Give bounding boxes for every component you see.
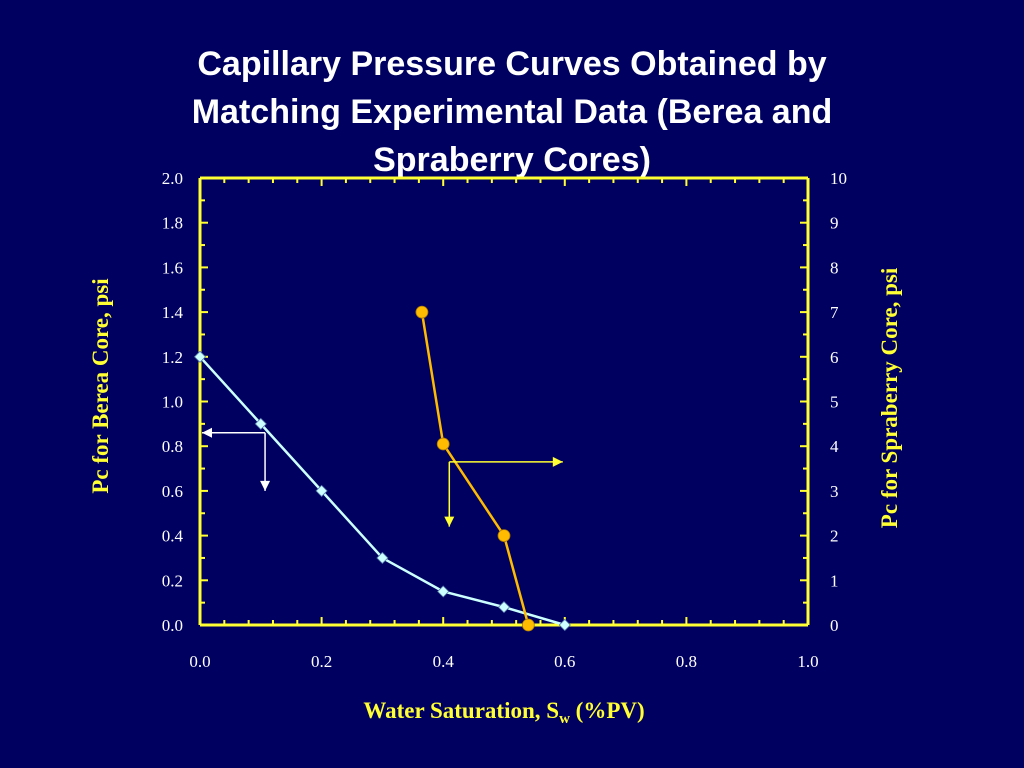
series-1-point xyxy=(558,618,571,632)
series-2-point xyxy=(415,305,429,319)
y-right-tick-label: 3 xyxy=(830,482,839,501)
y-left-axis-title: Pc for Berea Core, psi xyxy=(88,278,113,494)
plot-frame xyxy=(198,176,810,627)
y-left-tick-label: 0.6 xyxy=(162,482,183,501)
annotation-layer xyxy=(202,427,563,527)
axis-ticks xyxy=(199,177,809,626)
y-right-tick-label: 0 xyxy=(830,616,839,635)
x-tick-label: 0.4 xyxy=(433,652,455,671)
y-right-tick-label: 2 xyxy=(830,527,839,546)
series-layer xyxy=(193,305,571,632)
y-left-tick-label: 2.0 xyxy=(162,169,183,188)
y-right-tick-label: 8 xyxy=(830,258,839,277)
y-left-tick-label: 1.8 xyxy=(162,214,183,233)
series-1-line xyxy=(199,355,566,627)
y-left-tick-label: 0.2 xyxy=(162,571,183,590)
y-right-tick-label: 10 xyxy=(830,169,847,188)
y-right-tick-label: 7 xyxy=(830,303,839,322)
x-tick-label: 0.2 xyxy=(311,652,332,671)
series-1-point xyxy=(376,551,389,565)
series-2-point xyxy=(521,618,535,632)
y-right-tick-label: 4 xyxy=(830,437,839,456)
x-tick-label: 0.6 xyxy=(554,652,575,671)
series-1-point xyxy=(497,601,511,614)
x-axis-title-tail: (%PV) xyxy=(570,698,645,723)
y-left-tick-label: 1.4 xyxy=(162,303,184,322)
y-right-axis-title: Pc for Spraberry Core, psi xyxy=(877,267,902,528)
title-line-3: Spraberry Cores) xyxy=(373,141,651,179)
y-left-tick-label: 0.4 xyxy=(162,527,184,546)
y-right-tick-label: 6 xyxy=(830,348,839,367)
x-axis-title: Water Saturation, Sw (%PV) xyxy=(363,698,644,727)
x-tick-label: 0.8 xyxy=(676,652,697,671)
arrow-head xyxy=(552,456,563,467)
y-left-tick-label: 0.0 xyxy=(162,616,183,635)
slide-title: Capillary Pressure Curves Obtained by Ma… xyxy=(100,40,924,184)
arrow-head xyxy=(260,480,271,491)
series-1-point xyxy=(193,350,207,363)
y-left-tick-label: 1.0 xyxy=(162,393,183,412)
series-2-line xyxy=(420,311,530,626)
x-axis-title-main: Water Saturation, S xyxy=(363,698,559,723)
y-right-tick-label: 1 xyxy=(830,571,839,590)
x-tick-label: 0.0 xyxy=(189,652,210,671)
series-1-point xyxy=(437,585,450,598)
y-right-tick-label: 9 xyxy=(830,214,839,233)
series-2-point xyxy=(497,529,511,542)
arrow-head xyxy=(444,516,455,527)
y-left-tick-label: 0.8 xyxy=(162,437,183,456)
tick-labels: 0.0 0.2 0.4 0.6 0.8 1.0 0.0 0.2 0.4 0.6 0.8 1.0 1.2 1… xyxy=(162,169,847,671)
x-axis-title-subscript: w xyxy=(559,711,570,727)
title-line-2: Matching Experimental Data (Berea and xyxy=(191,93,833,131)
x-tick-label: 1.0 xyxy=(797,652,818,671)
arrow-head xyxy=(202,427,212,438)
series-1-point xyxy=(254,417,267,430)
y-left-tick-label: 1.2 xyxy=(162,348,183,367)
y-right-tick-label: 5 xyxy=(830,393,839,412)
title-line-1: Capillary Pressure Curves Obtained by xyxy=(197,45,827,83)
series-2-point xyxy=(436,437,450,451)
series-1-point xyxy=(315,484,328,497)
y-left-tick-label: 1.6 xyxy=(162,258,183,277)
